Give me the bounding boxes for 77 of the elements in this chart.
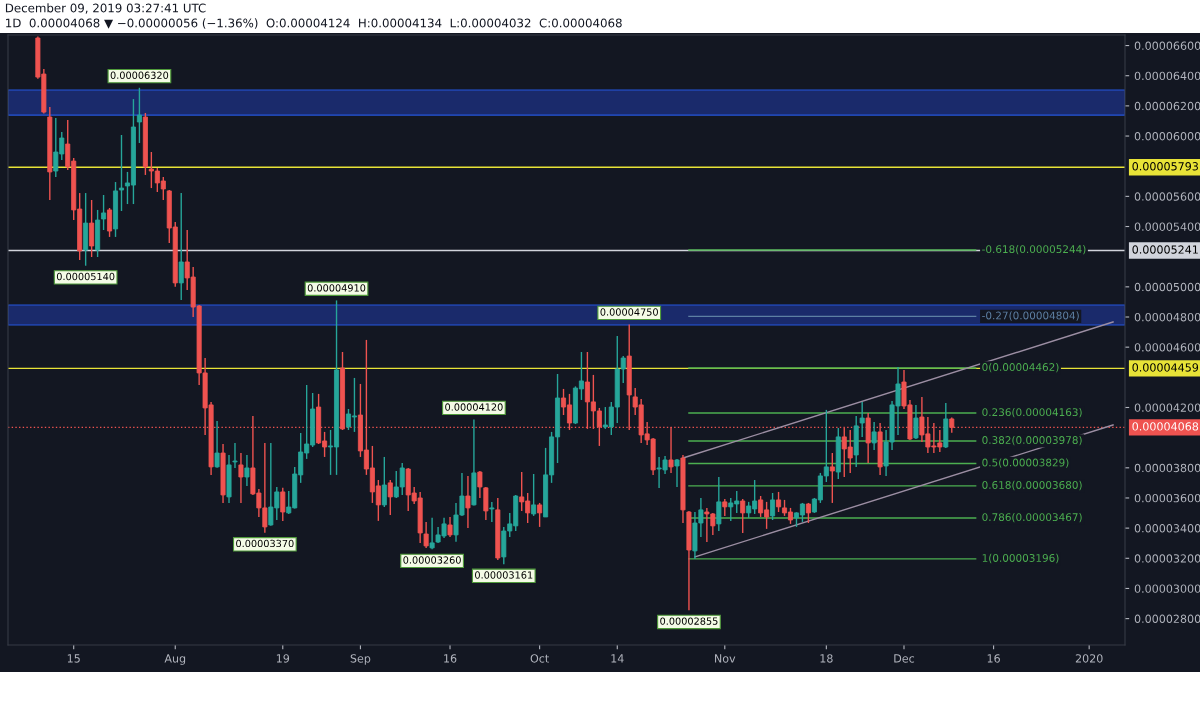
candlestick: [447, 516, 453, 538]
annotation: 0.00003161: [475, 571, 533, 579]
candlestick: [244, 454, 250, 487]
series-label: 0.618(0.00003680): [982, 480, 1082, 491]
y-tick-label: 0.00003800: [1134, 463, 1200, 473]
x-tick-label: Oct: [530, 654, 549, 663]
series-label: 0.5(0.00003829): [982, 458, 1069, 468]
candlestick: [740, 498, 746, 534]
x-tick-label: 2020: [1075, 654, 1103, 663]
chart-subtitle: December 09, 2019 03:27:41 UTC: [5, 3, 206, 14]
candlestick: [107, 207, 113, 238]
y-tick-label: 0.00003600: [1134, 493, 1200, 503]
ref-line-label: 0.00005793: [1132, 162, 1198, 171]
candlestick: [387, 479, 393, 516]
candlestick: [280, 487, 286, 522]
series-label: -0.618(0.00005244): [982, 245, 1086, 255]
candlestick: [537, 502, 543, 528]
candlestick: [89, 199, 95, 258]
ref-line-label: 0.00004068: [1132, 422, 1199, 431]
candlestick: [859, 401, 865, 438]
annotation: 0.00006320: [110, 71, 169, 79]
x-tick-label: 14: [611, 654, 624, 663]
chart-title: 1D 0.00004068 ▼ −0.00000056 (−1.36%) O:0.00004124 H:0.00004134 L:0.00004032 C:0.00004068: [6, 18, 622, 29]
series-label: 1(0.00003196): [982, 553, 1059, 564]
candlestick: [238, 452, 244, 504]
x-tick-label: 16: [987, 654, 1000, 663]
series-label: 0.236(0.00004163): [982, 408, 1082, 418]
x-tick-label: Nov: [715, 654, 736, 663]
candlestick: [136, 87, 142, 144]
y-tick-label: 0.00003400: [1134, 524, 1200, 533]
y-tick-label: 0.00003000: [1134, 584, 1200, 593]
candlestick: [913, 404, 919, 440]
candlestick: [489, 501, 495, 523]
ref-line-label: 0.00005241: [1132, 245, 1198, 254]
series-label: 0(0.00004462): [982, 362, 1059, 373]
candlestick: [716, 476, 722, 532]
x-tick-label: 15: [67, 654, 80, 663]
candlestick: [668, 426, 674, 474]
y-tick-label: 0.00006200: [1134, 101, 1200, 111]
y-tick-label: 0.00006400: [1134, 71, 1200, 81]
ref-line-label: 0.00004459: [1132, 363, 1199, 372]
candlestick: [531, 473, 537, 517]
x-tick-label: Sep: [350, 654, 371, 665]
series-label: 0.786(0.00003467): [982, 512, 1082, 523]
candlestick: [465, 475, 471, 529]
annotation: 0.00004910: [307, 284, 366, 292]
y-tick-label: 0.00003200: [1134, 554, 1200, 563]
candlestick: [214, 420, 220, 469]
x-tick-label: Aug: [164, 654, 186, 665]
annotation: 0.00005140: [56, 272, 115, 281]
candlestick: [871, 421, 877, 451]
y-tick-label: 0.00004200: [1134, 403, 1200, 412]
x-tick-label: Dec: [894, 654, 915, 663]
y-tick-label: 0.00005400: [1134, 222, 1200, 231]
candlestick: [674, 458, 680, 488]
series-label: -0.27(0.00004804): [982, 311, 1079, 321]
y-tick-label: 0.00002800: [1134, 614, 1200, 623]
x-tick-label: 16: [444, 654, 457, 663]
candlestick: [770, 492, 776, 521]
annotation: 0.00003370: [236, 539, 294, 548]
candlestick: [829, 452, 835, 504]
y-tick-label: 0.00004600: [1134, 343, 1200, 352]
series-label: 0.382(0.00003978): [982, 435, 1082, 446]
y-tick-label: 0.00006000: [1134, 132, 1200, 141]
x-tick-label: 19: [276, 654, 290, 663]
y-tick-label: 0.00006600: [1134, 41, 1200, 50]
annotation: 0.00004750: [600, 308, 658, 316]
y-tick-label: 0.00004800: [1134, 312, 1200, 322]
y-tick-label: 0.00005000: [1134, 282, 1200, 292]
x-tick-label: 18: [820, 654, 833, 663]
y-tick-label: 0.00005600: [1134, 192, 1200, 201]
candlestick: [232, 442, 238, 469]
candlestick: [178, 192, 184, 301]
annotation: 0.00004120: [445, 403, 503, 411]
annotation: 0.00003260: [403, 556, 461, 564]
candlestick: [381, 456, 387, 508]
annotation: 0.00002855: [660, 617, 718, 625]
